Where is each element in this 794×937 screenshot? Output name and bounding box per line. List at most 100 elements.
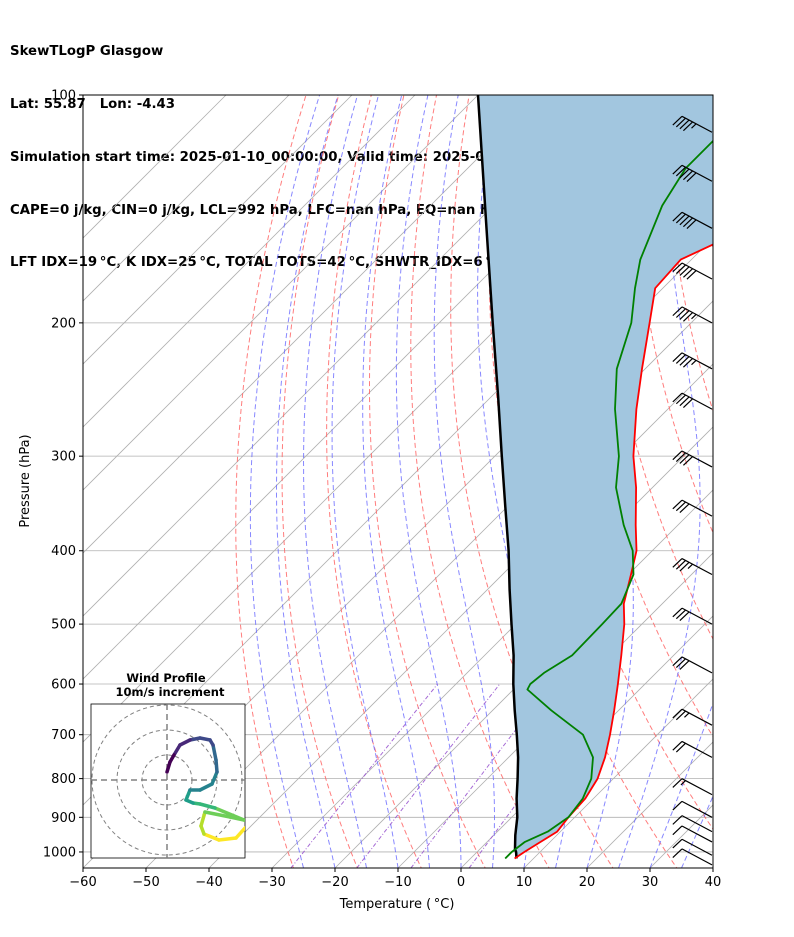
x-tick-label: 20 [579,875,596,890]
x-tick-label: 40 [705,875,722,890]
cape-shading [478,95,713,859]
wind-barb [672,352,713,370]
moist-adiabat-line [477,95,534,868]
hodograph-segment [165,760,172,774]
barb-staff [681,708,713,726]
wind-barb [672,778,713,796]
barb-staff [681,740,713,758]
barb-flag [672,115,683,126]
hodograph-segment [214,758,219,774]
barb-flag [672,778,683,788]
barb-staff [681,607,713,625]
wind-barbs [672,115,713,866]
barb-flag [679,396,690,407]
hodograph-segment [199,810,207,828]
wind-barb [672,800,713,818]
y-tick-label: 400 [51,544,76,559]
moist-adiabat-line [331,95,399,868]
isotherm-line [83,95,605,617]
y-tick-label: 1000 [43,845,76,860]
barb-flag [675,354,686,364]
y-tick-label: 500 [51,618,76,633]
hodograph-title: Wind Profile [126,671,206,685]
isotherm-line [83,95,416,428]
barb-staff [681,164,713,182]
hodograph-segment [211,743,218,762]
y-tick-label: 100 [51,89,76,104]
hodograph-inset: Wind Profile 10m/s increment [90,671,246,859]
mixing-ratio-line [356,683,501,868]
barb-half-flag [684,712,690,718]
barb-flag [672,306,683,317]
barb-staff [681,838,713,856]
location-line: Lat: 55.87 Lon: -4.43 [10,96,176,112]
barb-flag [682,217,693,228]
barb-flag [672,740,683,751]
hodograph-segment [184,788,192,802]
barb-flag [682,456,693,466]
barb-flag [675,658,686,668]
dry-adiabat-line [631,95,713,535]
x-tick-label: −60 [69,875,96,890]
barb-flag [675,742,686,753]
hodograph-segment [234,826,245,840]
barb-staff [681,306,713,324]
x-tick-label: −40 [195,875,222,890]
x-tick-label: −20 [321,875,348,890]
isotherm-line [83,95,290,302]
barb-flag [675,394,686,405]
barb-staff [681,115,713,133]
barb-staff [681,352,713,370]
barb-staff [681,211,713,229]
wind-barb [672,164,713,182]
dewpoint-line [504,139,713,860]
x-tick-label: 10 [516,875,533,890]
barb-half-flag [687,563,693,569]
dry-adiabat-line [326,95,422,868]
isotherm-line [712,867,713,868]
wind-barb [672,450,713,468]
barb-half-flag [680,780,686,786]
wind-barb [672,740,713,758]
barb-half-flag [691,359,697,366]
barb-half-flag [691,313,697,320]
x-axis-label: Temperature ( °C) [339,897,455,912]
dry-adiabat-line [281,95,358,868]
dry-adiabat-line [369,95,486,868]
barb-flag [672,558,683,568]
moist-adiabat-line [249,95,321,868]
barb-flag [672,838,683,849]
barb-flag [682,358,693,368]
barb-flag [672,262,683,273]
barb-flag [679,215,690,226]
barb-flag [679,561,690,572]
barb-flag [672,392,683,403]
wind-barb [672,848,713,866]
barb-flag [672,607,683,618]
barb-flag [679,168,690,179]
barb-flag [672,825,683,836]
barb-flag [682,121,693,132]
y-tick-label: 300 [51,450,76,465]
dry-adiabat-line [410,95,550,868]
barb-flag [675,609,686,620]
profile-lines [476,95,713,860]
hodograph-subtitle: 10m/s increment [116,685,225,699]
barb-flag [672,450,683,461]
wind-barb [672,838,713,856]
barb-flag [675,117,686,128]
axes: −60 −50 −40 −30 −20 −10 0 10 20 30 40 100 200 300 400 5… [43,89,721,891]
hodograph-segment [198,782,214,792]
wind-barb [672,306,713,324]
barb-flag [682,268,693,278]
barb-flag [682,398,693,408]
y-axis-label: Pressure (hPa) [18,434,33,527]
y-tick-label: 800 [51,772,76,787]
barb-flag [672,211,683,222]
hodograph-segment [210,770,219,786]
x-tick-label: 0 [457,875,465,890]
barb-flag [686,270,697,280]
x-tick-label: −10 [384,875,411,890]
moist-adiabat-line [395,95,462,868]
